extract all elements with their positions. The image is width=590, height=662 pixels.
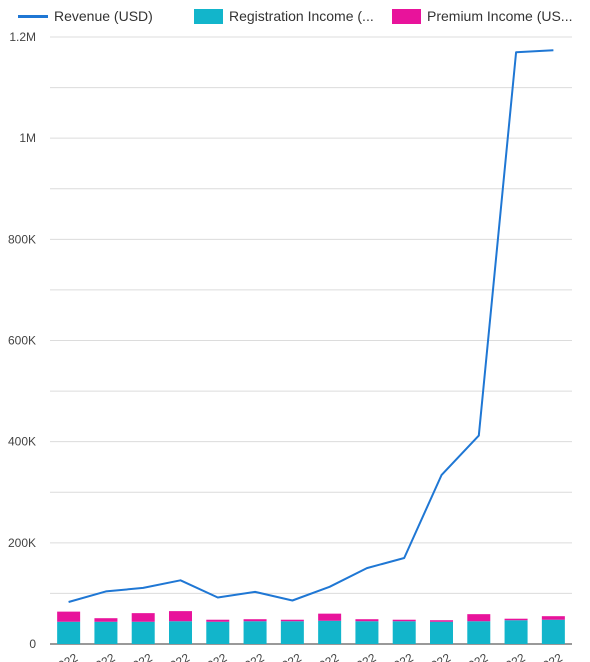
bar-registration-income [280, 621, 304, 644]
bar-registration-income [131, 621, 155, 644]
bar-registration-income [504, 620, 528, 644]
x-tick-label: 022 [503, 650, 528, 662]
legend-item-registration-income[interactable]: Registration Income (... [194, 7, 374, 25]
x-tick-label: 022 [429, 650, 454, 662]
bar-registration-income [243, 621, 267, 644]
bar-registration-income [541, 619, 565, 644]
legend-swatch-revenue [18, 14, 48, 18]
bar-registration-income [430, 621, 453, 644]
grid-lines [50, 36, 572, 645]
legend-swatch-premium-income [392, 8, 421, 24]
legend-label-registration-income: Registration Income (... [229, 8, 374, 24]
bar-premium-income [318, 613, 342, 621]
chart-legend: Revenue (USD) Registration Income (... P… [0, 0, 590, 34]
x-tick-label: 022 [93, 650, 118, 662]
legend-label-premium-income: Premium Income (US... [427, 8, 573, 24]
bar-premium-income [430, 620, 453, 622]
x-tick-label: 022 [130, 650, 155, 662]
x-tick-label: 022 [391, 650, 416, 662]
y-tick-label: 0 [29, 637, 36, 651]
bar-premium-income [355, 619, 379, 622]
x-tick-label: 022 [280, 650, 305, 662]
x-tick-label: 022 [354, 650, 379, 662]
bar-registration-income [169, 621, 192, 644]
bar-premium-income [94, 618, 118, 622]
x-tick-label: .022 [53, 650, 81, 662]
bar-registration-income [94, 621, 118, 644]
bar-premium-income [541, 616, 565, 620]
x-tick-label: 022 [205, 650, 230, 662]
bar-registration-income [355, 621, 379, 644]
bar-premium-income [280, 619, 304, 622]
x-tick-label: 022 [242, 650, 267, 662]
revenue-line [68, 49, 554, 603]
y-tick-label: 600K [8, 334, 36, 348]
y-tick-label: 400K [8, 435, 36, 449]
legend-item-premium-income[interactable]: Premium Income (US... [392, 7, 572, 25]
y-tick-label: 1.2M [9, 30, 36, 44]
bar-premium-income [131, 613, 155, 622]
legend-label-revenue: Revenue (USD) [54, 8, 153, 24]
y-axis-ticks: 0 200K 400K 600K 800K 1M 1.2M [8, 30, 36, 651]
x-tick-label: 022 [541, 650, 566, 662]
x-tick-label: 022 [168, 650, 193, 662]
bar-registration-income [392, 621, 416, 644]
bar-premium-income [206, 619, 230, 622]
y-tick-label: 800K [8, 232, 36, 246]
bars [57, 611, 565, 644]
x-tick-label: 022 [466, 650, 491, 662]
bar-registration-income [57, 621, 81, 644]
bar-registration-income [467, 621, 491, 644]
bar-registration-income [206, 621, 230, 644]
bar-premium-income [243, 619, 267, 622]
bar-premium-income [467, 614, 491, 622]
bar-premium-income [169, 611, 192, 622]
y-tick-label: 200K [8, 536, 36, 550]
bar-premium-income [392, 619, 416, 622]
bar-premium-income [57, 611, 81, 622]
y-tick-label: 1M [19, 131, 36, 145]
x-axis-ticks: .022 022 022 022 022 022 022 022 022 022 022 022 022… [53, 650, 565, 662]
legend-swatch-registration-income [194, 8, 223, 24]
x-tick-label: 022 [317, 650, 342, 662]
legend-item-revenue[interactable]: Revenue (USD) [18, 7, 153, 25]
bar-registration-income [318, 620, 342, 644]
bar-premium-income [504, 618, 528, 621]
revenue-line-path [68, 49, 554, 603]
